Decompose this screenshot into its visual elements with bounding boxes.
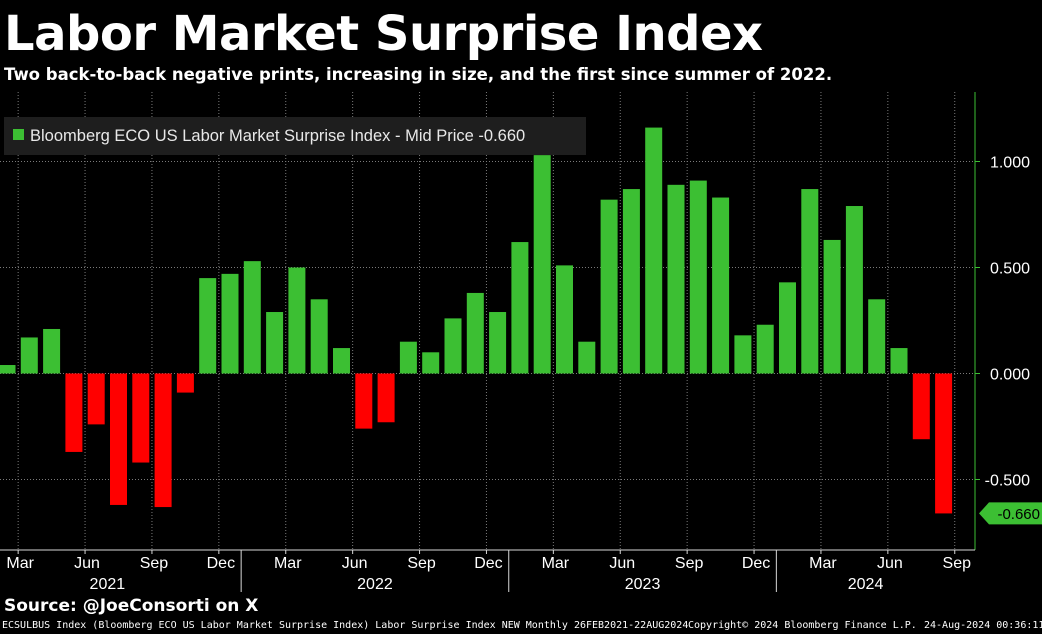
bar-2023-12 — [756, 324, 774, 374]
bar-2021-08 — [132, 373, 150, 463]
year-label: 2021 — [90, 576, 126, 593]
x-tick-label: Jun — [342, 555, 368, 572]
bars-layer — [0, 127, 953, 514]
bar-2023-11 — [734, 335, 752, 374]
legend-label: Bloomberg ECO US Labor Market Surprise I… — [30, 127, 525, 145]
x-tick-label: Sep — [675, 555, 704, 572]
bar-2023-05 — [600, 199, 618, 374]
bar-2023-04 — [578, 341, 596, 374]
bar-2023-03 — [556, 265, 573, 374]
x-tick-label: Sep — [407, 555, 436, 572]
year-label: 2022 — [357, 576, 393, 593]
x-tick-label: Mar — [542, 555, 570, 572]
bar-2021-10 — [176, 373, 194, 393]
bar-2021-11 — [199, 278, 217, 374]
x-tick-label: Jun — [74, 555, 100, 572]
bar-2022-02 — [266, 312, 284, 374]
legend-background — [4, 117, 586, 155]
bar-2023-08 — [667, 184, 685, 374]
bar-2024-04 — [845, 206, 863, 374]
bar-2023-09 — [689, 180, 707, 374]
chart-subtitle: Two back-to-back negative prints, increa… — [4, 65, 833, 84]
footer-copyright: Copyright© 2024 Bloomberg Finance L.P. — [688, 620, 917, 631]
bar-2023-01 — [511, 242, 529, 374]
bar-2022-04 — [310, 299, 328, 374]
x-tick-label: Dec — [207, 555, 235, 572]
bar-2024-07 — [912, 373, 930, 440]
x-tick-label: Jun — [877, 555, 903, 572]
footer-timestamp: 24-Aug-2024 00:36:11 — [924, 620, 1042, 631]
x-tick-label: Mar — [274, 555, 302, 572]
last-value-tag-shape — [979, 502, 1042, 525]
bar-2023-07 — [645, 127, 663, 374]
bar-2022-05 — [333, 348, 350, 374]
bar-2022-10 — [444, 318, 462, 374]
bar-2021-06 — [87, 373, 105, 425]
x-tick-label: Jun — [609, 555, 635, 572]
y-tick-label: 0.000 — [990, 367, 1030, 384]
x-tick-label: Sep — [943, 555, 972, 572]
bar-2024-08 — [935, 373, 953, 514]
bar-2022-09 — [422, 352, 440, 374]
bar-2024-01 — [779, 282, 796, 374]
legend-swatch — [13, 129, 24, 140]
grid-layer — [0, 92, 973, 550]
bar-2021-12 — [221, 273, 239, 374]
x-tick-label: Mar — [6, 555, 34, 572]
bar-2021-03 — [20, 337, 38, 374]
bar-2021-07 — [110, 373, 127, 505]
bar-2022-01 — [243, 261, 261, 374]
bar-2024-05 — [868, 299, 886, 374]
bar-2024-06 — [890, 348, 908, 374]
y-tick-label: 0.500 — [990, 261, 1030, 278]
footer-ticker-info: ECSULBUS Index (Bloomberg ECO US Labor M… — [2, 620, 689, 631]
bar-2023-06 — [622, 189, 640, 374]
year-label: 2023 — [625, 576, 661, 593]
last-value-tag-label: -0.660 — [997, 506, 1040, 523]
bar-2022-03 — [288, 267, 306, 374]
bar-2023-02 — [533, 155, 551, 374]
bar-2022-08 — [399, 341, 417, 374]
last-value-tag: -0.660 — [979, 502, 1042, 525]
source-credit: Source: @JoeConsorti on X — [4, 596, 259, 616]
year-label: 2024 — [848, 576, 884, 593]
bar-2021-02 — [0, 365, 16, 374]
bar-2021-09 — [154, 373, 172, 508]
bar-2021-04 — [43, 328, 61, 374]
x-tick-label: Dec — [474, 555, 502, 572]
chart-title: Labor Market Surprise Index — [4, 6, 763, 62]
bar-2022-07 — [377, 373, 395, 423]
y-tick-label: 1.000 — [990, 155, 1030, 172]
bar-2022-11 — [466, 292, 484, 374]
bar-2023-10 — [712, 197, 730, 374]
y-tick-label: -0.500 — [985, 473, 1030, 490]
bar-2021-05 — [65, 373, 83, 452]
x-tick-label: Dec — [742, 555, 770, 572]
bar-2022-06 — [355, 373, 373, 429]
x-tick-label: Mar — [809, 555, 837, 572]
axis-layer: 1.000 0.500 0.000 -0.500 Mar Jun Sep Dec Mar Jun S… — [0, 92, 1030, 593]
bar-2024-02 — [801, 189, 819, 374]
bar-2024-03 — [823, 239, 841, 374]
legend: Bloomberg ECO US Labor Market Surprise I… — [4, 117, 586, 155]
x-tick-label: Sep — [140, 555, 169, 572]
bar-2022-12 — [489, 312, 507, 374]
